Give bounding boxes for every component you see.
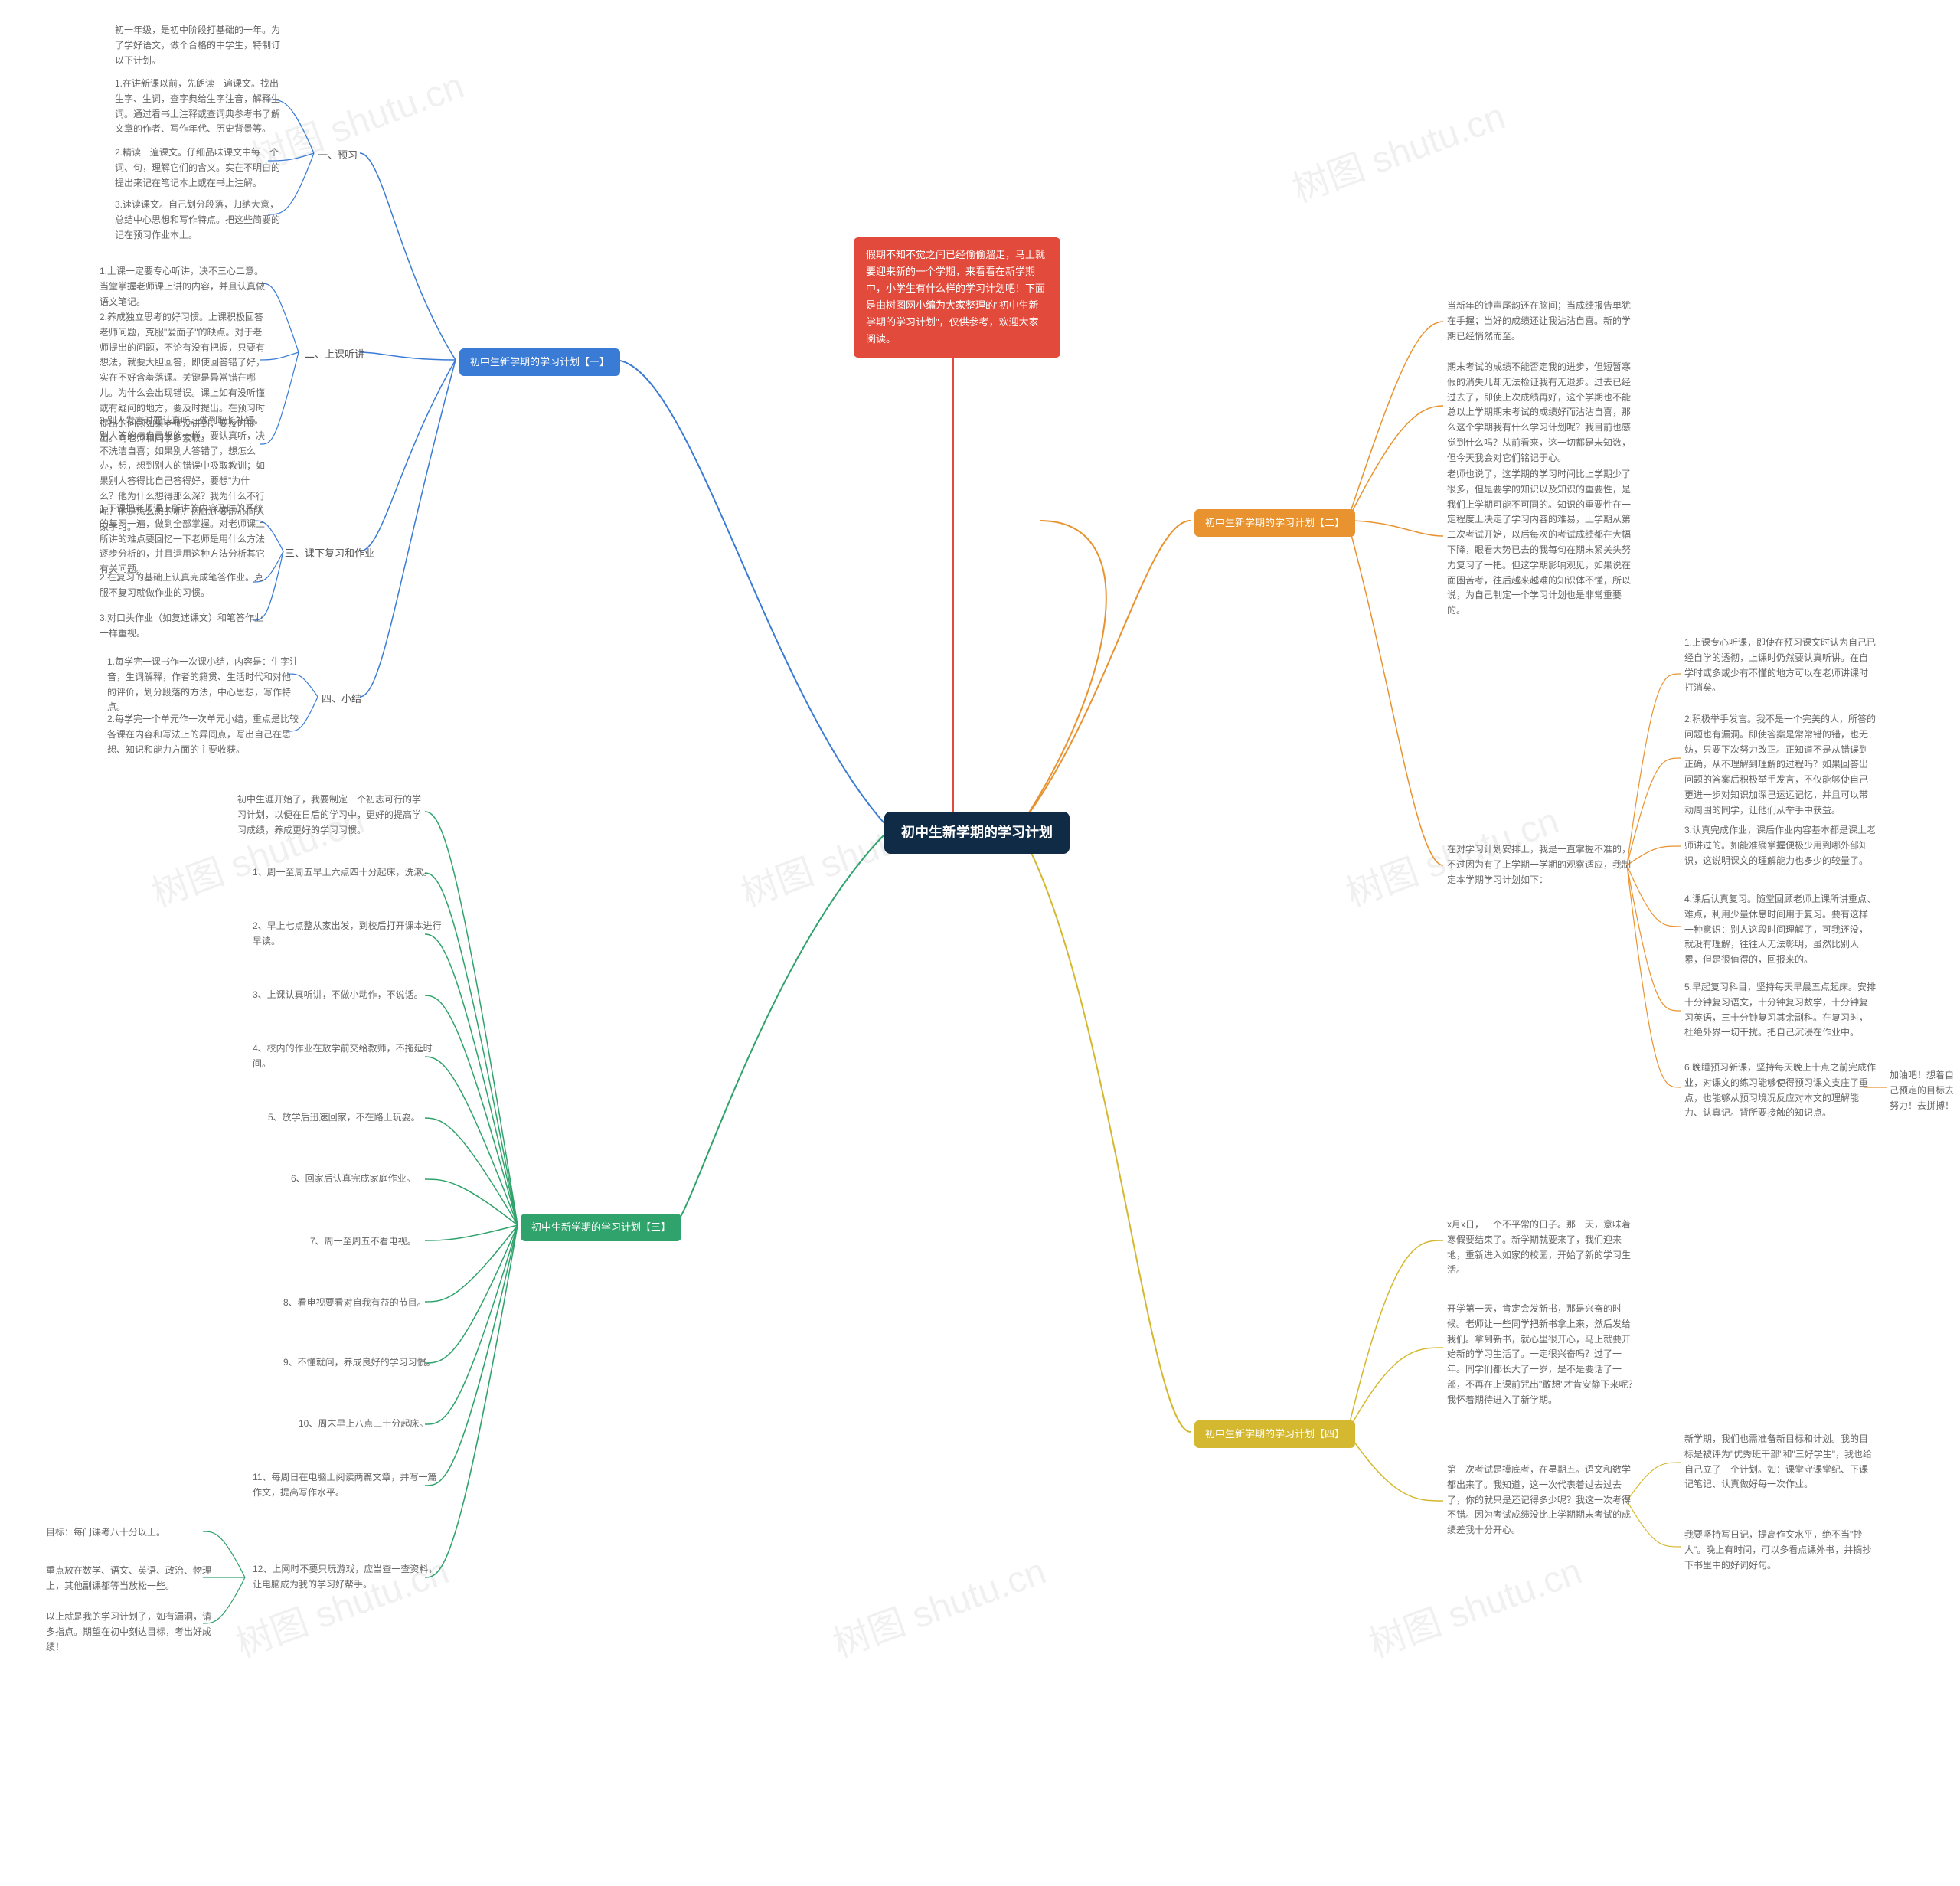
b3-item-8: 9、不懂就问，养成良好的学习习惯。 [283, 1355, 436, 1371]
watermark: 树图 shutu.cn [1361, 1541, 1588, 1667]
b2-item-2: 老师也说了，这学期的学习时间比上学期少了很多，但是要学的知识以及知识的重要性，是… [1447, 467, 1638, 619]
b2-plan-3: 4.课后认真复习。随堂回顾老师上课所讲重点、难点，利用少量休息时间用于复习。要有… [1684, 892, 1876, 968]
s4-item-0: 1.每学完一课书作一次课小结，内容是：生字注音，生词解释，作者的籍贯、生活时代和… [107, 655, 299, 715]
s2-item-0: 1.上课一定要专心听讲，决不三心二意。当堂掌握老师课上讲的内容，并且认真做语文笔… [100, 264, 268, 309]
b3-goal-1: 重点放在数学、语文、英语、政治、物理上，其他副课都等当放松一些。 [46, 1564, 214, 1594]
b2-plan-0: 1.上课专心听课，即使在预习课文时认为自己已经自学的透彻，上课时仍然要认真听讲。… [1684, 636, 1876, 696]
b3-item-5: 6、回家后认真完成家庭作业。 [291, 1172, 416, 1187]
b2-item-3: 在对学习计划安排上，我是一直掌握不准的，不过因为有了上学期一学期的观察适应，我制… [1447, 842, 1638, 887]
sub-s3: 三、课下复习和作业 [285, 545, 374, 560]
sub-s1: 一、预习 [318, 147, 358, 162]
b3-item-2: 3、上课认真听讲，不做小动作，不说话。 [253, 988, 423, 1003]
b3-goal-2: 以上就是我的学习计划了，如有漏洞，请多指点。期望在初中刻达目标，考出好成绩！ [46, 1610, 214, 1655]
b3-item-11: 12、上网时不要只玩游戏，应当查一查资料，让电脑成为我的学习好帮手。 [253, 1562, 444, 1593]
b4-item-3: 新学期，我们也需准备新目标和计划。我的目标是被评为"优秀班干部"和"三好学生"，… [1684, 1432, 1876, 1492]
b4-item-0: x月x日，一个不平常的日子。那一天，意味着寒假要结束了。新学期就要来了，我们迎来… [1447, 1218, 1638, 1278]
b2-plan-2: 3.认真完成作业，课后作业内容基本都是课上老师讲过的。如能准确掌握便极少用到哪外… [1684, 823, 1876, 868]
b3-item-4: 5、放学后迅速回家，不在路上玩耍。 [268, 1110, 420, 1126]
b3-pre: 初中生涯开始了，我要制定一个初志可行的学习计划，以便在日后的学习中，更好的提高学… [237, 793, 429, 838]
sub-s2: 二、上课听讲 [305, 346, 364, 361]
s3-item-2: 3.对口头作业（如复述课文）和笔答作业一样重视。 [100, 611, 268, 642]
b2-item-0: 当新年的钟声尾韵还在脑间；当成绩报告单犹在手握；当好的成绩还让我沾沾自喜。新的学… [1447, 299, 1638, 344]
b3-item-6: 7、周一至周五不看电视。 [310, 1234, 416, 1250]
branch-three[interactable]: 初中生新学期的学习计划【三】 [521, 1214, 681, 1241]
b3-item-7: 8、看电视要看对自我有益的节目。 [283, 1296, 426, 1311]
b4-item-1: 开学第一天，肯定会发新书，那是兴奋的时候。老师让一些同学把新书拿上来，然后发给我… [1447, 1302, 1638, 1408]
intro-box: 假期不知不觉之间已经偷偷溜走，马上就要迎来新的一个学期，来看看在新学期中，小学生… [854, 237, 1060, 358]
b2-plan-5: 6.晚睡预习新课，坚持每天晚上十点之前完成作业，对课文的练习能够使得预习课文支庄… [1684, 1061, 1876, 1121]
b4-item-2: 第一次考试是摸底考，在星期五。语文和数学都出来了。我知道，这一次代表着过去过去了… [1447, 1463, 1638, 1538]
branch-four[interactable]: 初中生新学期的学习计划【四】 [1194, 1420, 1355, 1448]
s1-item-1: 2.精读一遍课文。仔细品味课文中每一个词、句，理解它们的含义。实在不明白的提出来… [115, 145, 283, 191]
b2-plan-1: 2.积极举手发言。我不是一个完美的人，所答的问题也有漏洞。即使答案是常常错的错，… [1684, 712, 1876, 819]
watermark: 树图 shutu.cn [227, 1541, 455, 1667]
b2-item-1: 期末考试的成绩不能否定我的进步，但短暂寒假的消失儿却无法检证我有无退步。过去已经… [1447, 360, 1638, 466]
b3-item-1: 2、早上七点整从家出发，到校后打开课本进行早读。 [253, 919, 444, 950]
b2-tail: 加油吧！想着自己预定的目标去努力！去拼搏！ [1890, 1068, 1958, 1113]
s3-item-1: 2.在复习的基础上认真完成笔答作业。克服不复习就做作业的习惯。 [100, 570, 268, 601]
b3-item-9: 10、周末早上八点三十分起床。 [299, 1417, 428, 1432]
sub-s4: 四、小结 [322, 691, 361, 705]
b3-item-10: 11、每周日在电脑上阅读两篇文章，并写一篇作文，提高写作水平。 [253, 1470, 444, 1501]
b3-item-0: 1、周一至周五早上六点四十分起床，洗漱。 [253, 865, 433, 881]
s1-item-2: 3.速读课文。自己划分段落，归纳大意，总结中心思想和写作特点。把这些简要的记在预… [115, 198, 283, 243]
b3-goal-0: 目标：每门课考八十分以上。 [46, 1525, 165, 1541]
s4-item-1: 2.每学完一个单元作一次单元小结，重点是比较各课在内容和写法上的异同点，写出自己… [107, 712, 299, 757]
b2-plan-4: 5.早起复习科目，坚持每天早晨五点起床。安排十分钟复习语文，十分钟复习数学，十分… [1684, 980, 1876, 1041]
watermark: 树图 shutu.cn [733, 790, 960, 917]
s3-item-0: 1.下课把老师课上所讲的内容及时的系统的复习一遍，做到全部掌握。对老师课上所讲的… [100, 502, 268, 577]
s1-item-0: 1.在讲新课以前，先朗读一遍课文。找出生字、生词，查字典给生字注音，解释生词。通… [115, 77, 283, 137]
b4-item-4: 我要坚持写日记，提高作文水平，绝不当"抄人"。晚上有时间，可以多看点课外书，并摘… [1684, 1528, 1876, 1573]
root-node[interactable]: 初中生新学期的学习计划 [884, 812, 1070, 854]
branch-one-pre: 初一年级，是初中阶段打基础的一年。为了学好语文，做个合格的中学生，特制订以下计划… [115, 23, 283, 68]
branch-two[interactable]: 初中生新学期的学习计划【二】 [1194, 509, 1355, 537]
watermark: 树图 shutu.cn [1284, 86, 1511, 212]
branch-one[interactable]: 初中生新学期的学习计划【一】 [459, 348, 620, 376]
watermark: 树图 shutu.cn [825, 1541, 1052, 1667]
b3-item-3: 4、校内的作业在放学前交给教师，不拖延时间。 [253, 1041, 444, 1072]
